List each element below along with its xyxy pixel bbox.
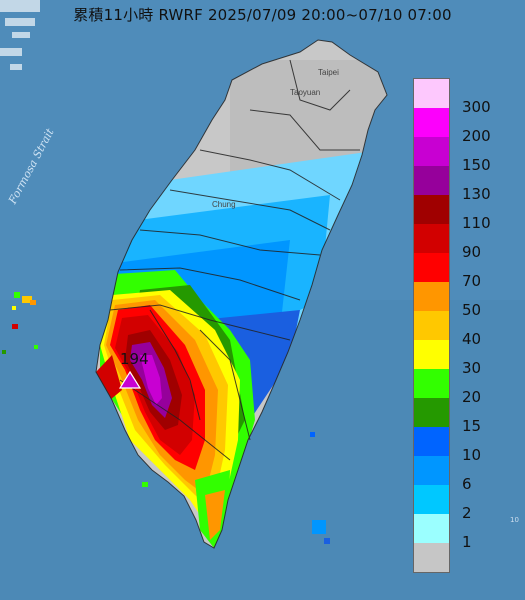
place-label-taipei: Taipei	[318, 68, 339, 77]
max-rainfall-value: 194	[120, 350, 149, 368]
legend-swatch	[414, 166, 449, 195]
legend-swatch	[414, 253, 449, 282]
legend-label: 6	[462, 475, 472, 493]
legend-label: 30	[462, 359, 482, 377]
place-label-taoyuan: Taoyuan	[290, 88, 321, 97]
legend-swatch	[414, 398, 449, 427]
legend-swatch	[414, 311, 449, 340]
legend-label: 2	[462, 504, 472, 522]
legend-swatch	[414, 137, 449, 166]
offshore-islands	[2, 292, 330, 544]
legend-label: 1	[462, 533, 472, 551]
legend-label: 300	[462, 98, 491, 116]
legend-label: 70	[462, 272, 482, 290]
scale-mark: 10	[510, 516, 519, 524]
legend-swatch	[414, 224, 449, 253]
max-rainfall-triangle-icon	[118, 370, 142, 389]
county-boundaries	[95, 39, 388, 549]
rainfall-field	[96, 40, 387, 548]
legend-swatch	[414, 108, 449, 137]
legend-swatch	[414, 79, 449, 108]
legend-label: 10	[462, 446, 482, 464]
legend-label: 150	[462, 156, 491, 174]
legend-swatch	[414, 282, 449, 311]
legend-swatch	[414, 514, 449, 543]
legend-label: 50	[462, 301, 482, 319]
legend-swatch	[414, 456, 449, 485]
legend-colorbar	[413, 78, 450, 573]
legend-label: 130	[462, 185, 491, 203]
legend-swatch	[414, 340, 449, 369]
map-title: 累積11小時 RWRF 2025/07/09 20:00~07/10 07:00	[73, 6, 452, 24]
place-label-taichung: Chung	[212, 200, 236, 209]
legend-label: 15	[462, 417, 482, 435]
legend-label: 20	[462, 388, 482, 406]
legend-swatch	[414, 195, 449, 224]
legend-swatch	[414, 543, 449, 572]
legend-label: 110	[462, 214, 491, 232]
legend-label: 90	[462, 243, 482, 261]
legend-label: 40	[462, 330, 482, 348]
legend-label: 200	[462, 127, 491, 145]
legend-swatch	[414, 369, 449, 398]
legend-swatch	[414, 485, 449, 514]
legend-swatch	[414, 427, 449, 456]
